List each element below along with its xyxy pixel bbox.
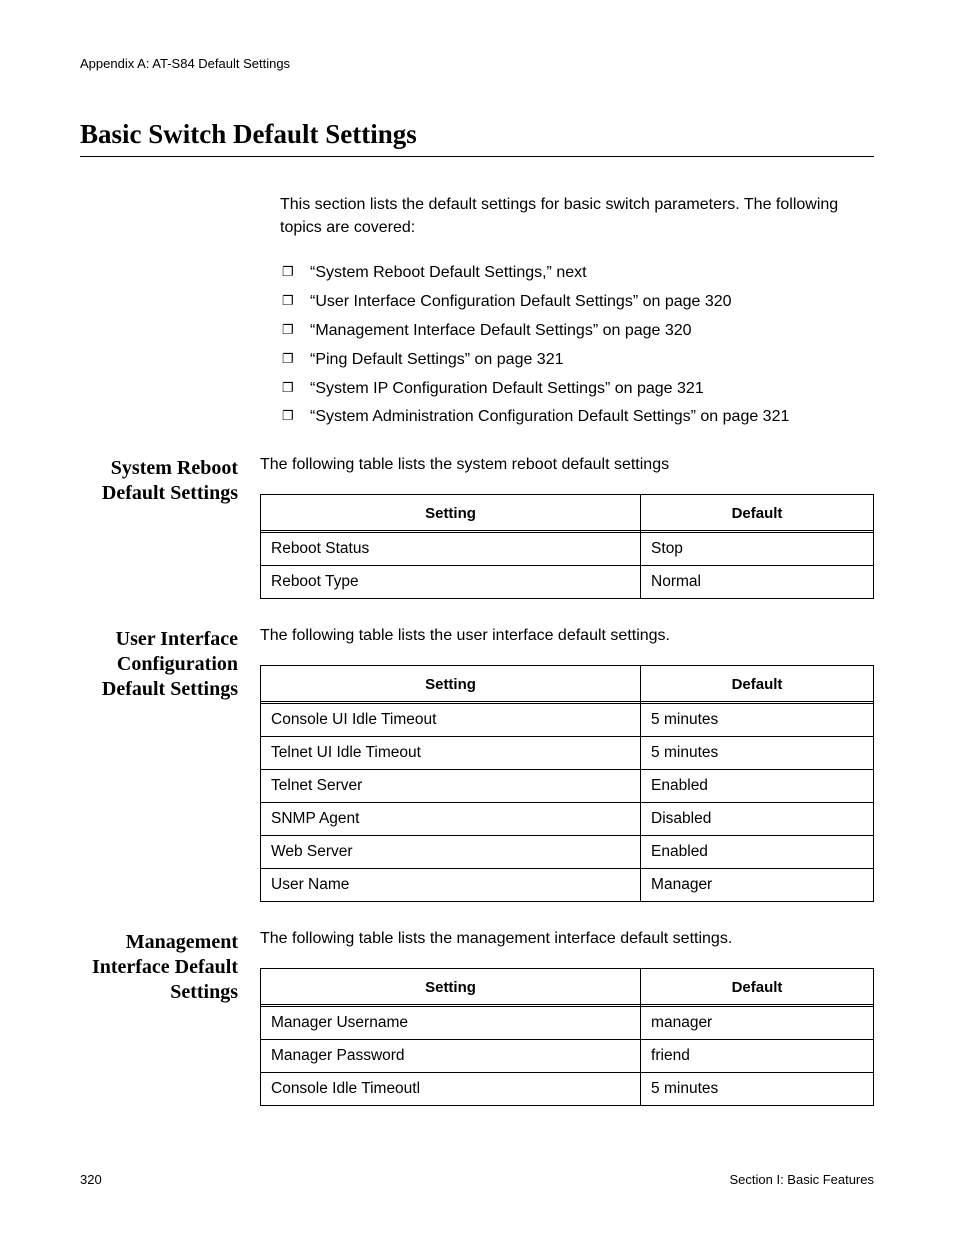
topic-item: “System Administration Configuration Def… (280, 407, 874, 428)
cell-setting: User Name (261, 869, 641, 902)
table-row: Console Idle Timeoutl5 minutes (261, 1073, 874, 1106)
section-heading: Management Interface Default Settings (80, 930, 260, 1005)
cell-setting: Console UI Idle Timeout (261, 704, 641, 737)
section-system-reboot: System Reboot Default Settings The follo… (80, 456, 874, 599)
cell-setting: Telnet Server (261, 770, 641, 803)
section-heading: User Interface Configuration Default Set… (80, 627, 260, 702)
cell-default: 5 minutes (641, 737, 874, 770)
cell-setting: Manager Username (261, 1007, 641, 1040)
table-row: Manager Passwordfriend (261, 1040, 874, 1073)
topic-item: “User Interface Configuration Default Se… (280, 292, 874, 313)
cell-default: manager (641, 1007, 874, 1040)
topic-item: “System Reboot Default Settings,” next (280, 263, 874, 284)
topic-item: “Management Interface Default Settings” … (280, 321, 874, 342)
table-row: Reboot StatusStop (261, 533, 874, 566)
footer-section: Section I: Basic Features (729, 1172, 874, 1187)
settings-table: Setting Default Console UI Idle Timeout5… (260, 665, 874, 902)
th-setting: Setting (261, 969, 641, 1005)
th-setting: Setting (261, 666, 641, 702)
th-default: Default (641, 495, 874, 531)
table-row: Manager Usernamemanager (261, 1007, 874, 1040)
cell-setting: Reboot Status (261, 533, 641, 566)
cell-default: Enabled (641, 836, 874, 869)
cell-setting: Manager Password (261, 1040, 641, 1073)
cell-default: Stop (641, 533, 874, 566)
cell-setting: Console Idle Timeoutl (261, 1073, 641, 1106)
section-intro: The following table lists the management… (260, 930, 874, 948)
topic-list: “System Reboot Default Settings,” next “… (280, 263, 874, 428)
settings-table: Setting Default Manager Usernamemanager … (260, 968, 874, 1106)
cell-default: Disabled (641, 803, 874, 836)
cell-default: Enabled (641, 770, 874, 803)
cell-default: 5 minutes (641, 1073, 874, 1106)
section-management-interface: Management Interface Default Settings Th… (80, 930, 874, 1106)
table-row: Reboot TypeNormal (261, 566, 874, 599)
page-title: Basic Switch Default Settings (80, 119, 874, 157)
cell-setting: Telnet UI Idle Timeout (261, 737, 641, 770)
table-row: Telnet ServerEnabled (261, 770, 874, 803)
cell-default: friend (641, 1040, 874, 1073)
cell-default: Normal (641, 566, 874, 599)
page-number: 320 (80, 1172, 102, 1187)
th-default: Default (641, 666, 874, 702)
section-heading: System Reboot Default Settings (80, 456, 260, 506)
table-row: Web ServerEnabled (261, 836, 874, 869)
table-row: SNMP AgentDisabled (261, 803, 874, 836)
cell-default: Manager (641, 869, 874, 902)
section-intro: The following table lists the user inter… (260, 627, 874, 645)
topic-item: “Ping Default Settings” on page 321 (280, 350, 874, 371)
intro-paragraph: This section lists the default settings … (280, 193, 874, 239)
cell-setting: Web Server (261, 836, 641, 869)
cell-setting: Reboot Type (261, 566, 641, 599)
th-setting: Setting (261, 495, 641, 531)
table-row: Telnet UI Idle Timeout5 minutes (261, 737, 874, 770)
section-intro: The following table lists the system reb… (260, 456, 874, 474)
running-header: Appendix A: AT-S84 Default Settings (80, 56, 874, 71)
cell-setting: SNMP Agent (261, 803, 641, 836)
footer: 320 Section I: Basic Features (80, 1172, 874, 1187)
cell-default: 5 minutes (641, 704, 874, 737)
section-user-interface: User Interface Configuration Default Set… (80, 627, 874, 902)
th-default: Default (641, 969, 874, 1005)
table-row: Console UI Idle Timeout5 minutes (261, 704, 874, 737)
table-row: User NameManager (261, 869, 874, 902)
topic-item: “System IP Configuration Default Setting… (280, 379, 874, 400)
settings-table: Setting Default Reboot StatusStop Reboot… (260, 494, 874, 599)
